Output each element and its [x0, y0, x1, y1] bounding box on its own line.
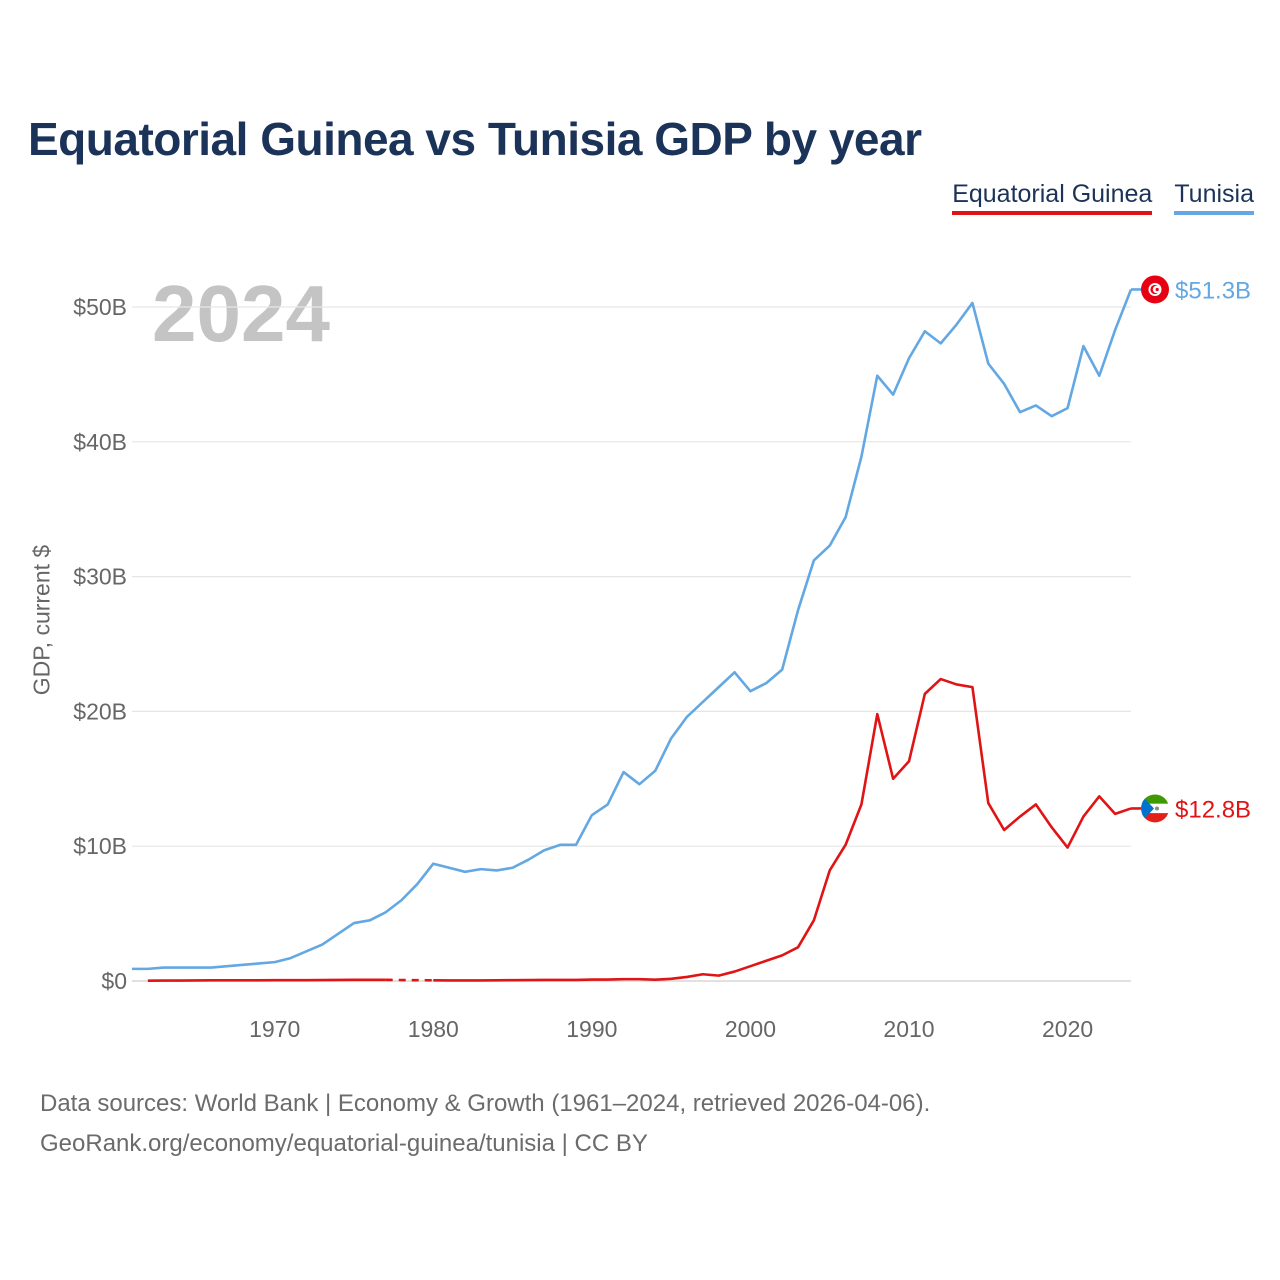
series-line-equatorial-guinea — [433, 677, 1132, 982]
y-tick-label: $40B — [73, 429, 127, 455]
series-line-tunisia — [132, 289, 1133, 971]
y-tick-label: $30B — [73, 564, 127, 590]
footer: Data sources: World Bank | Economy & Gro… — [40, 1084, 930, 1164]
y-tick-label: $50B — [73, 294, 127, 320]
x-axis-ticks: 1970 1980 1990 2000 2010 2020 — [249, 1016, 1093, 1042]
series-line-equatorial-guinea — [147, 978, 386, 983]
y-axis-ticks: $0 $10B $20B $30B $40B $50B — [73, 294, 127, 994]
end-value-label-tunisia: $51.3B — [1175, 277, 1251, 304]
y-tick-label: $0 — [101, 968, 127, 994]
x-tick-label: 1970 — [249, 1016, 300, 1042]
series-gap-equatorial-guinea — [385, 978, 434, 982]
x-tick-label: 2010 — [883, 1016, 934, 1042]
legend-item-equatorial-guinea[interactable]: Equatorial Guinea — [952, 180, 1153, 215]
y-tick-label: $20B — [73, 698, 127, 724]
flag-icon-tunisia — [1141, 275, 1169, 304]
legend: Equatorial Guinea Tunisia — [952, 180, 1254, 215]
end-value-label-equatorial-guinea: $12.8B — [1175, 796, 1251, 823]
flag-icon-equatorial-guinea — [1141, 794, 1169, 823]
series-end-markers: $12.8B $51.3B — [1131, 275, 1251, 823]
y-tick-label: $10B — [73, 833, 127, 859]
x-tick-label: 2000 — [725, 1016, 776, 1042]
data-source-note: Data sources: World Bank | Economy & Gro… — [40, 1090, 931, 1117]
x-tick-label: 1980 — [408, 1016, 459, 1042]
source-url[interactable]: GeoRank.org/economy/equatorial-guinea/tu… — [40, 1130, 648, 1157]
legend-item-tunisia[interactable]: Tunisia — [1174, 180, 1254, 215]
gridlines — [132, 306, 1131, 982]
chart-title: Equatorial Guinea vs Tunisia GDP by year — [28, 113, 922, 165]
x-tick-label: 2020 — [1042, 1016, 1093, 1042]
current-year-display: 2024 — [152, 269, 330, 358]
series-lines — [132, 289, 1133, 983]
x-tick-label: 1990 — [566, 1016, 617, 1042]
